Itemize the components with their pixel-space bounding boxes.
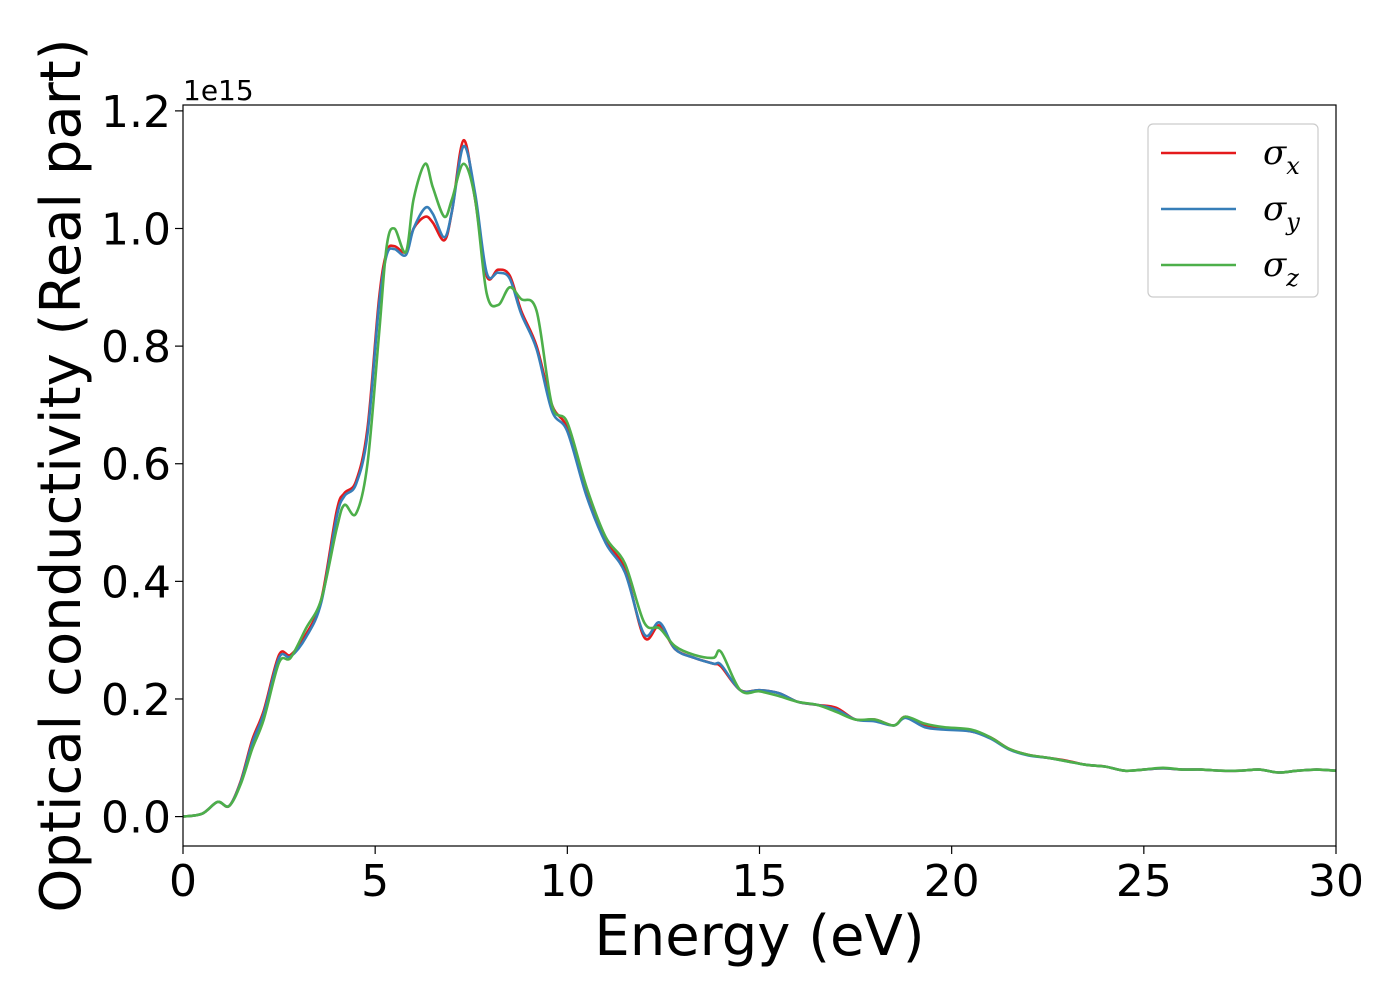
y-axis-label: Optical conductivity (Real part) <box>29 38 94 912</box>
y-tick-label: 1.0 <box>101 205 171 256</box>
y-tick-label: 0.0 <box>101 793 171 844</box>
series-layer <box>183 138 1336 818</box>
legend-label-z: σz <box>1263 245 1299 292</box>
legend-symbol: σ <box>1263 133 1287 173</box>
x-tick-label: 5 <box>361 856 389 907</box>
legend-box <box>1147 123 1319 298</box>
x-tick-label: 0 <box>169 856 197 907</box>
legend-symbol: σ <box>1263 245 1287 285</box>
legend-label-y: σy <box>1263 189 1300 236</box>
legend-label-x: σx <box>1263 133 1300 180</box>
y-tick-label: 0.4 <box>101 557 171 608</box>
x-tick-label: 30 <box>1308 856 1364 907</box>
legend-symbol: σ <box>1263 189 1287 229</box>
x-tick-label: 25 <box>1116 856 1172 907</box>
x-tick-label: 15 <box>732 856 788 907</box>
y-tick-label: 1.2 <box>101 87 171 138</box>
x-tick-label: 10 <box>539 856 595 907</box>
x-axis-label: Energy (eV) <box>594 904 924 969</box>
y-tick-label: 0.8 <box>101 322 171 373</box>
x-tick-label: 20 <box>924 856 980 907</box>
y-tick-label: 0.2 <box>101 675 171 726</box>
y-offset-label: 1e15 <box>183 74 254 107</box>
legend-subscript: z <box>1285 264 1299 292</box>
y-axis-ticks: 0.0 0.2 0.4 0.6 0.8 1.0 1.2 <box>101 87 183 844</box>
legend-subscript: x <box>1286 152 1300 180</box>
y-tick-label: 0.6 <box>101 440 171 491</box>
x-axis-ticks: 0 5 10 15 20 25 30 <box>169 846 1364 907</box>
legend-subscript: y <box>1285 208 1300 236</box>
series-line-z <box>183 162 1336 818</box>
